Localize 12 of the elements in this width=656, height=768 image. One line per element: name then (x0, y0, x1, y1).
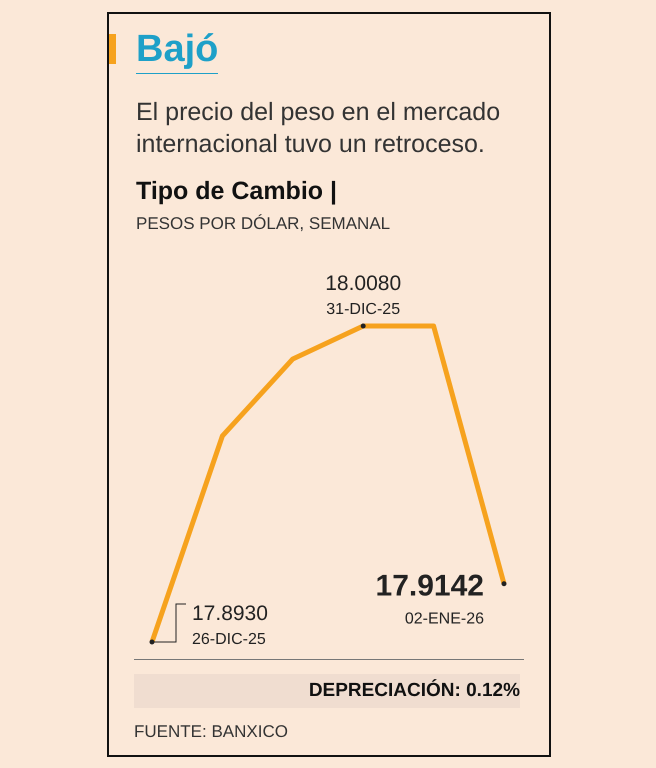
annotation: 26-DIC-25 (192, 631, 266, 648)
annotation: 02-ENE-26 (404, 610, 484, 628)
chart-title: Bajó (136, 28, 218, 74)
text: 31-DIC-25 (326, 301, 400, 318)
text: Tipo de Cambio | (136, 177, 337, 206)
text: DEPRECIACIÓN: 0.12% (134, 674, 520, 708)
data-label: 17.9142 (376, 570, 484, 603)
data-label: 17.8930 (192, 602, 268, 625)
data-label: 18.0080 (325, 272, 402, 295)
chart-subtitle: El precio del peso en el mercado internacional tuvo un retroceso. (136, 97, 502, 160)
source-note: FUENTE: BANXICO (134, 722, 288, 742)
text: PESOS POR DÓLAR, SEMANAL (136, 214, 390, 234)
